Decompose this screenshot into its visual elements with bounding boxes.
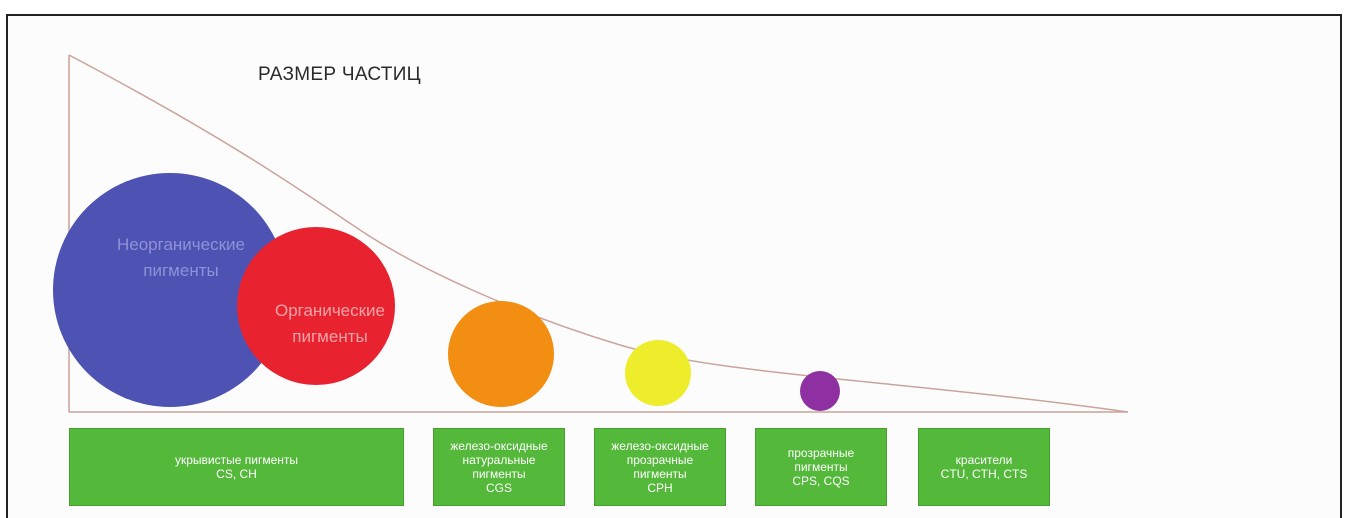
- box-iron-oxide-natural-text: железо-оксидные натуральные пигменты CGS: [450, 439, 548, 495]
- iron-oxide-natural-circle: [448, 301, 554, 407]
- organic-pigments-circle: [237, 227, 395, 385]
- organic-label-line2: пигменты: [292, 327, 368, 346]
- organic-pigments-label: Органические пигменты: [250, 298, 410, 350]
- inorganic-pigments-circle: [53, 173, 287, 407]
- box-opaque-pigments-text: укрывистые пигменты CS, CH: [174, 453, 298, 481]
- box-iron-oxide-transparent-text: железо-оксидные прозрачные пигменты CPH: [611, 439, 709, 495]
- diagram-title: РАЗМЕР ЧАСТИЦ: [258, 64, 422, 85]
- box-opaque-pigments: укрывистые пигменты CS, CH: [69, 428, 404, 506]
- box-transparent-pigments-text: прозрачные пигменты CPS, CQS: [787, 446, 855, 488]
- box-dyes: красители CTU, CTH, CTS: [918, 428, 1050, 506]
- box-dyes-text: красители CTU, CTH, CTS: [940, 453, 1028, 481]
- inorganic-label-line1: Неорганические: [116, 235, 245, 254]
- iron-oxide-transparent-circle: [625, 340, 691, 406]
- box-iron-oxide-transparent: железо-оксидные прозрачные пигменты CPH: [594, 428, 726, 506]
- inorganic-label-line2: пигменты: [143, 261, 219, 280]
- organic-label-line1: Органические: [274, 301, 386, 320]
- box-transparent-pigments: прозрачные пигменты CPS, CQS: [755, 428, 887, 506]
- box-iron-oxide-natural: железо-оксидные натуральные пигменты CGS: [433, 428, 565, 506]
- transparent-pigments-circle: [800, 371, 840, 411]
- inorganic-pigments-label: Неорганические пигменты: [96, 232, 266, 284]
